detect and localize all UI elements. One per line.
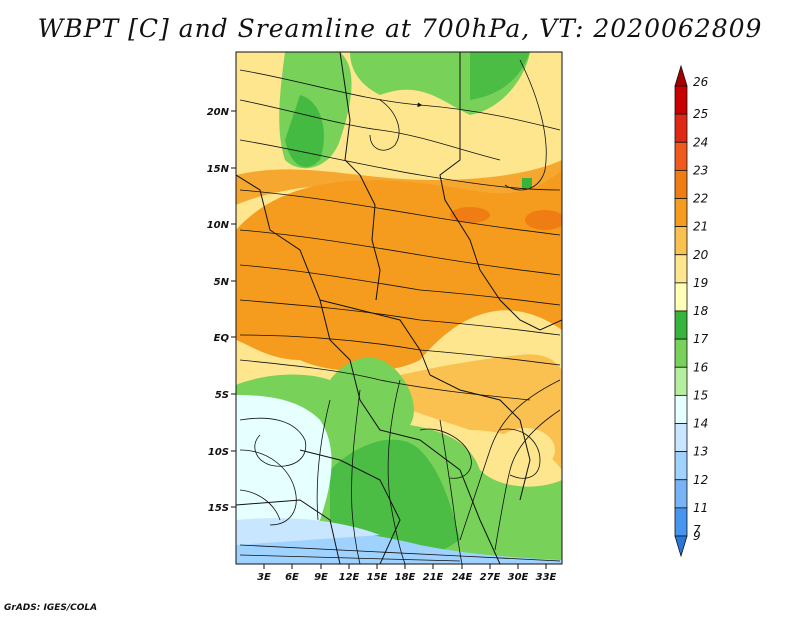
- colorbar-segment: [674, 141, 688, 171]
- lat-label: 5N: [214, 277, 230, 288]
- lon-label: 21E: [423, 572, 444, 583]
- green-north-west-dark: [285, 95, 324, 168]
- colorbar-label: 22: [693, 192, 708, 206]
- colorbar-segment: [674, 394, 688, 424]
- lon-axis: 3E 6E 9E 12E 15E 18E 21E 24E 27E 30E 33E: [257, 564, 557, 583]
- lat-label: EQ: [214, 333, 230, 344]
- colorbar-label: 7: [693, 523, 701, 537]
- lat-label: 20N: [207, 107, 230, 118]
- colorbar-label: 15: [693, 388, 708, 402]
- colorbar-segment: [674, 535, 688, 558]
- lat-label: 5S: [215, 390, 229, 401]
- green-speck: [522, 178, 532, 188]
- lat-label: 10S: [208, 447, 229, 458]
- colorbar-label: 23: [693, 163, 708, 177]
- lon-label: 3E: [257, 572, 271, 583]
- lon-label: 18E: [395, 572, 416, 583]
- colorbar-label: 13: [693, 445, 708, 459]
- shaded-field: [236, 52, 562, 564]
- colorbar-label: 25: [693, 107, 708, 121]
- country-borders: [236, 52, 562, 564]
- colorbar-label: 9: [693, 529, 701, 543]
- hot-spot-1: [450, 207, 490, 223]
- grads-credit: GrADS: IGES/COLA: [4, 603, 98, 613]
- orange-southeast: [380, 354, 562, 470]
- colorbar-segment: [674, 479, 688, 509]
- lon-label: 27E: [480, 572, 501, 583]
- streamlines: [239, 59, 561, 564]
- colorbar-label: 19: [693, 276, 708, 290]
- lon-label: 30E: [508, 572, 529, 583]
- colorbar-label: 17: [693, 332, 709, 346]
- lat-label: 15N: [207, 164, 230, 175]
- lon-label: 15E: [367, 572, 388, 583]
- colorbar-label: 20: [693, 248, 709, 262]
- colorbar-segment: [674, 310, 688, 340]
- colorbar-segment: [674, 366, 688, 396]
- lat-label: 10N: [207, 220, 230, 231]
- colorbar-segment: [674, 64, 688, 87]
- colorbar-segment: [674, 282, 688, 312]
- lon-label: 33E: [536, 572, 557, 583]
- yellow-southeast: [495, 428, 555, 472]
- colorbar-segment: [674, 226, 688, 256]
- colorbar-label: 24: [693, 135, 708, 149]
- colorbar-segment: [674, 423, 688, 453]
- map-frame: [235, 51, 563, 565]
- lon-label: 24E: [452, 572, 473, 583]
- colorbar-segment: [674, 451, 688, 481]
- colorbar-segment: [674, 113, 688, 143]
- colorbar-segment: [674, 85, 688, 115]
- colorbar-label: 21: [693, 220, 708, 234]
- colorbar-segment: [674, 254, 688, 284]
- hot-spot-2: [525, 210, 562, 230]
- colorbar-label: 14: [693, 417, 708, 431]
- colorbar-label: 12: [693, 473, 708, 487]
- lat-label: 15S: [208, 503, 229, 514]
- lat-axis: 20N 15N 10N 5N EQ 5S 10S 15S: [207, 107, 236, 514]
- green-north-east-dark: [470, 52, 530, 100]
- colorbar-label: 18: [693, 304, 709, 318]
- colorbar-segment: [674, 507, 688, 537]
- colorbar-segment: [674, 338, 688, 368]
- cyan-southwest: [236, 395, 332, 540]
- orange-band-north: [236, 160, 562, 205]
- colorbar: 26 25 24 23 22 21 20 19 18 17 16 15 14 13 12 11 97: [674, 64, 709, 558]
- colorbar-segment: [674, 198, 688, 228]
- lon-label: 9E: [314, 572, 328, 583]
- colorbar-segment: [674, 169, 688, 199]
- lon-label: 6E: [285, 572, 299, 583]
- colorbar-label: 26: [693, 75, 709, 89]
- plot-title: WBPT [C] and Sreamline at 700hPa, VT: 20…: [37, 14, 763, 43]
- lon-label: 12E: [339, 572, 360, 583]
- colorbar-label: 16: [693, 360, 709, 374]
- colorbar-label: 11: [693, 501, 708, 515]
